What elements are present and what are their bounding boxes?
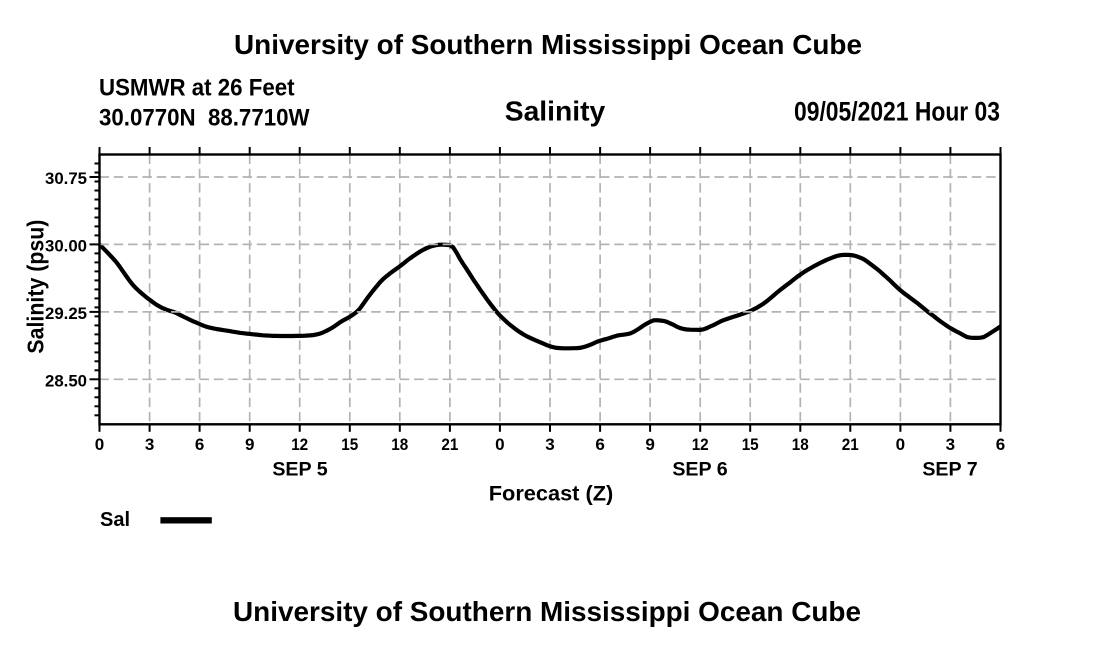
svg-text:University of Southern Mississ: University of Southern Mississippi Ocean… bbox=[234, 29, 862, 60]
svg-text:0: 0 bbox=[95, 435, 104, 454]
svg-text:15: 15 bbox=[742, 435, 759, 454]
svg-text:6: 6 bbox=[595, 435, 604, 454]
svg-text:SEP 5: SEP 5 bbox=[272, 458, 327, 480]
svg-text:6: 6 bbox=[195, 435, 204, 454]
svg-text:9: 9 bbox=[645, 435, 654, 454]
svg-text:09/05/2021 Hour 03: 09/05/2021 Hour 03 bbox=[794, 97, 1000, 127]
svg-text:SEP 6: SEP 6 bbox=[672, 458, 727, 480]
svg-text:30.75: 30.75 bbox=[45, 169, 87, 188]
svg-text:9: 9 bbox=[245, 435, 254, 454]
svg-text:18: 18 bbox=[391, 435, 408, 454]
svg-text:3: 3 bbox=[946, 435, 955, 454]
svg-text:29.25: 29.25 bbox=[45, 304, 87, 323]
svg-text:12: 12 bbox=[291, 435, 308, 454]
svg-text:28.50: 28.50 bbox=[45, 371, 87, 390]
svg-text:21: 21 bbox=[441, 435, 458, 454]
svg-text:30.0770N 88.7710W: 30.0770N 88.7710W bbox=[99, 105, 310, 132]
svg-text:3: 3 bbox=[545, 435, 554, 454]
svg-text:Forecast (Z): Forecast (Z) bbox=[489, 482, 614, 505]
svg-text:SEP 7: SEP 7 bbox=[922, 458, 977, 480]
svg-text:3: 3 bbox=[145, 435, 154, 454]
svg-text:Salinity (psu): Salinity (psu) bbox=[23, 220, 49, 354]
svg-text:18: 18 bbox=[792, 435, 809, 454]
svg-text:6: 6 bbox=[996, 435, 1005, 454]
svg-text:0: 0 bbox=[495, 435, 504, 454]
svg-text:USMWR at 26 Feet: USMWR at 26 Feet bbox=[99, 75, 295, 102]
svg-text:Sal: Sal bbox=[100, 509, 130, 531]
svg-text:University of Southern Mississ: University of Southern Mississippi Ocean… bbox=[233, 596, 861, 627]
svg-text:12: 12 bbox=[692, 435, 709, 454]
svg-text:15: 15 bbox=[341, 435, 358, 454]
svg-text:21: 21 bbox=[842, 435, 859, 454]
svg-text:30.00: 30.00 bbox=[45, 236, 87, 255]
svg-text:Salinity: Salinity bbox=[505, 96, 606, 127]
svg-text:0: 0 bbox=[896, 435, 905, 454]
